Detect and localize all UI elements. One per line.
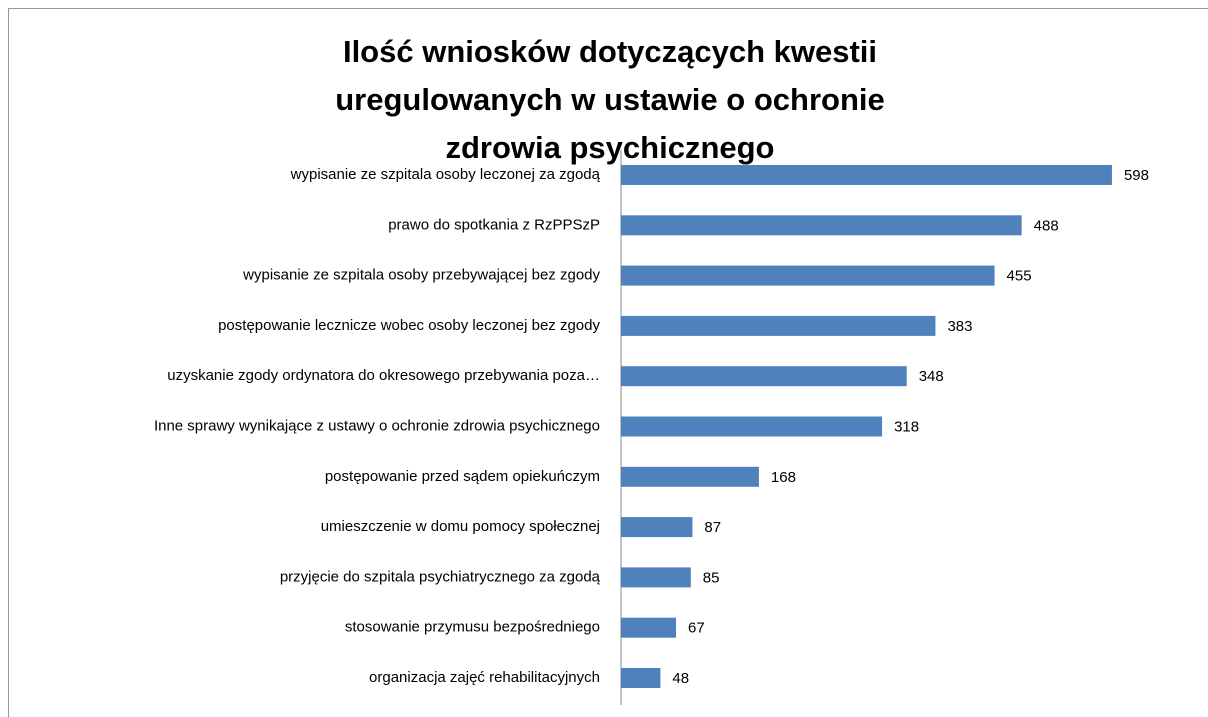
bar xyxy=(621,617,677,638)
chart-border xyxy=(8,8,1208,717)
value-label: 383 xyxy=(947,318,972,335)
category-label: prawo do spotkania z RzPPSzP xyxy=(388,216,600,233)
category-label: wypisanie ze szpitala osoby przebywające… xyxy=(242,267,600,284)
bar xyxy=(621,517,693,538)
value-label: 85 xyxy=(703,569,720,586)
value-label: 598 xyxy=(1124,167,1149,184)
category-label: umieszczenie w domu pomocy społecznej xyxy=(321,518,600,535)
bar xyxy=(621,165,1112,185)
value-label: 455 xyxy=(1007,268,1032,285)
bar xyxy=(621,315,936,336)
bar xyxy=(621,466,759,487)
bar xyxy=(621,215,1022,236)
category-label: organizacja zajęć rehabilitacyjnych xyxy=(369,669,600,686)
category-label: stosowanie przymusu bezpośredniego xyxy=(345,619,600,636)
category-label: Inne sprawy wynikające z ustawy o ochron… xyxy=(154,417,600,434)
bar xyxy=(621,366,907,387)
category-label: wypisanie ze szpitala osoby leczonej za … xyxy=(290,166,601,183)
value-label: 168 xyxy=(771,469,796,486)
value-label: 87 xyxy=(704,519,721,536)
value-label: 318 xyxy=(894,418,919,435)
bar xyxy=(621,416,883,437)
category-label: uzyskanie zgody ordynatora do okresowego… xyxy=(167,367,600,384)
value-label: 48 xyxy=(672,670,689,687)
category-label: postępowanie przed sądem opiekuńczym xyxy=(325,468,600,485)
value-label: 488 xyxy=(1034,217,1059,234)
bar xyxy=(621,265,995,286)
category-label: przyjęcie do szpitala psychiatrycznego z… xyxy=(280,568,601,585)
chart-title: Ilość wniosków dotyczących kwestii uregu… xyxy=(335,34,885,165)
bar xyxy=(621,567,691,588)
value-label: 67 xyxy=(688,620,705,637)
category-label: postępowanie lecznicze wobec osoby leczo… xyxy=(218,317,600,334)
bar xyxy=(621,668,661,688)
value-label: 348 xyxy=(919,368,944,385)
